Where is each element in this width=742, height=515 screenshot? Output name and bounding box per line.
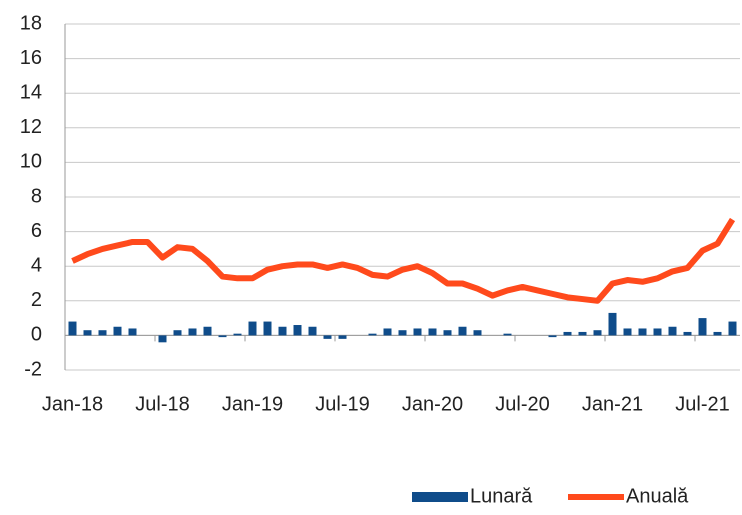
bar bbox=[473, 330, 482, 336]
legend-label: Anuală bbox=[626, 485, 689, 507]
bar bbox=[623, 328, 632, 336]
bar bbox=[503, 333, 512, 336]
bar bbox=[563, 331, 572, 336]
bar bbox=[263, 321, 272, 336]
x-tick-label: Jan-20 bbox=[402, 393, 463, 415]
y-tick-label: 2 bbox=[31, 289, 42, 311]
bar bbox=[638, 328, 647, 336]
x-tick-label: Jan-19 bbox=[222, 393, 283, 415]
bar bbox=[578, 331, 587, 336]
bar bbox=[278, 326, 287, 336]
bar bbox=[68, 321, 77, 336]
bar bbox=[233, 333, 242, 336]
bar bbox=[443, 330, 452, 336]
bar bbox=[308, 326, 317, 336]
y-tick-label: 10 bbox=[20, 151, 42, 173]
x-tick-label: Jan-18 bbox=[42, 393, 103, 415]
bar bbox=[668, 326, 677, 336]
bar bbox=[248, 321, 257, 336]
y-tick-label: 16 bbox=[20, 47, 42, 69]
y-tick-label: 4 bbox=[31, 254, 42, 276]
x-tick-label: Jul-21 bbox=[675, 393, 729, 415]
x-tick-label: Jul-18 bbox=[135, 393, 189, 415]
y-tick-label: -2 bbox=[24, 358, 42, 380]
y-tick-label: 18 bbox=[20, 12, 42, 34]
y-tick-label: 14 bbox=[20, 81, 42, 103]
line bbox=[71, 217, 736, 304]
y-tick-label: 0 bbox=[31, 324, 42, 346]
bar bbox=[188, 328, 197, 336]
bar bbox=[458, 326, 467, 336]
bar bbox=[413, 328, 422, 336]
bar bbox=[83, 330, 92, 336]
bar bbox=[653, 328, 662, 336]
bar bbox=[338, 335, 347, 339]
bar bbox=[728, 321, 737, 336]
y-tick-label: 6 bbox=[31, 220, 42, 242]
bar bbox=[218, 335, 227, 338]
y-tick-label: 8 bbox=[31, 185, 42, 207]
bar bbox=[683, 331, 692, 336]
legend-swatch bbox=[412, 492, 468, 502]
bar bbox=[323, 335, 332, 339]
y-tick-label: 12 bbox=[20, 116, 42, 138]
legend-label: Lunară bbox=[470, 485, 533, 507]
bar bbox=[428, 328, 437, 336]
bar bbox=[398, 330, 407, 336]
bar bbox=[293, 325, 302, 336]
bar bbox=[113, 326, 122, 336]
bar bbox=[368, 333, 377, 336]
bar bbox=[548, 335, 557, 338]
bar bbox=[698, 318, 707, 336]
bar bbox=[593, 330, 602, 336]
x-tick-label: Jul-20 bbox=[495, 393, 549, 415]
x-tick-label: Jul-19 bbox=[315, 393, 369, 415]
bar bbox=[203, 326, 212, 336]
bar bbox=[173, 330, 182, 336]
bar bbox=[128, 328, 137, 336]
bar bbox=[713, 331, 722, 336]
bar bbox=[158, 335, 167, 343]
bar bbox=[383, 328, 392, 336]
bar bbox=[608, 312, 617, 336]
x-tick-label: Jan-21 bbox=[582, 393, 643, 415]
bar bbox=[98, 330, 107, 336]
